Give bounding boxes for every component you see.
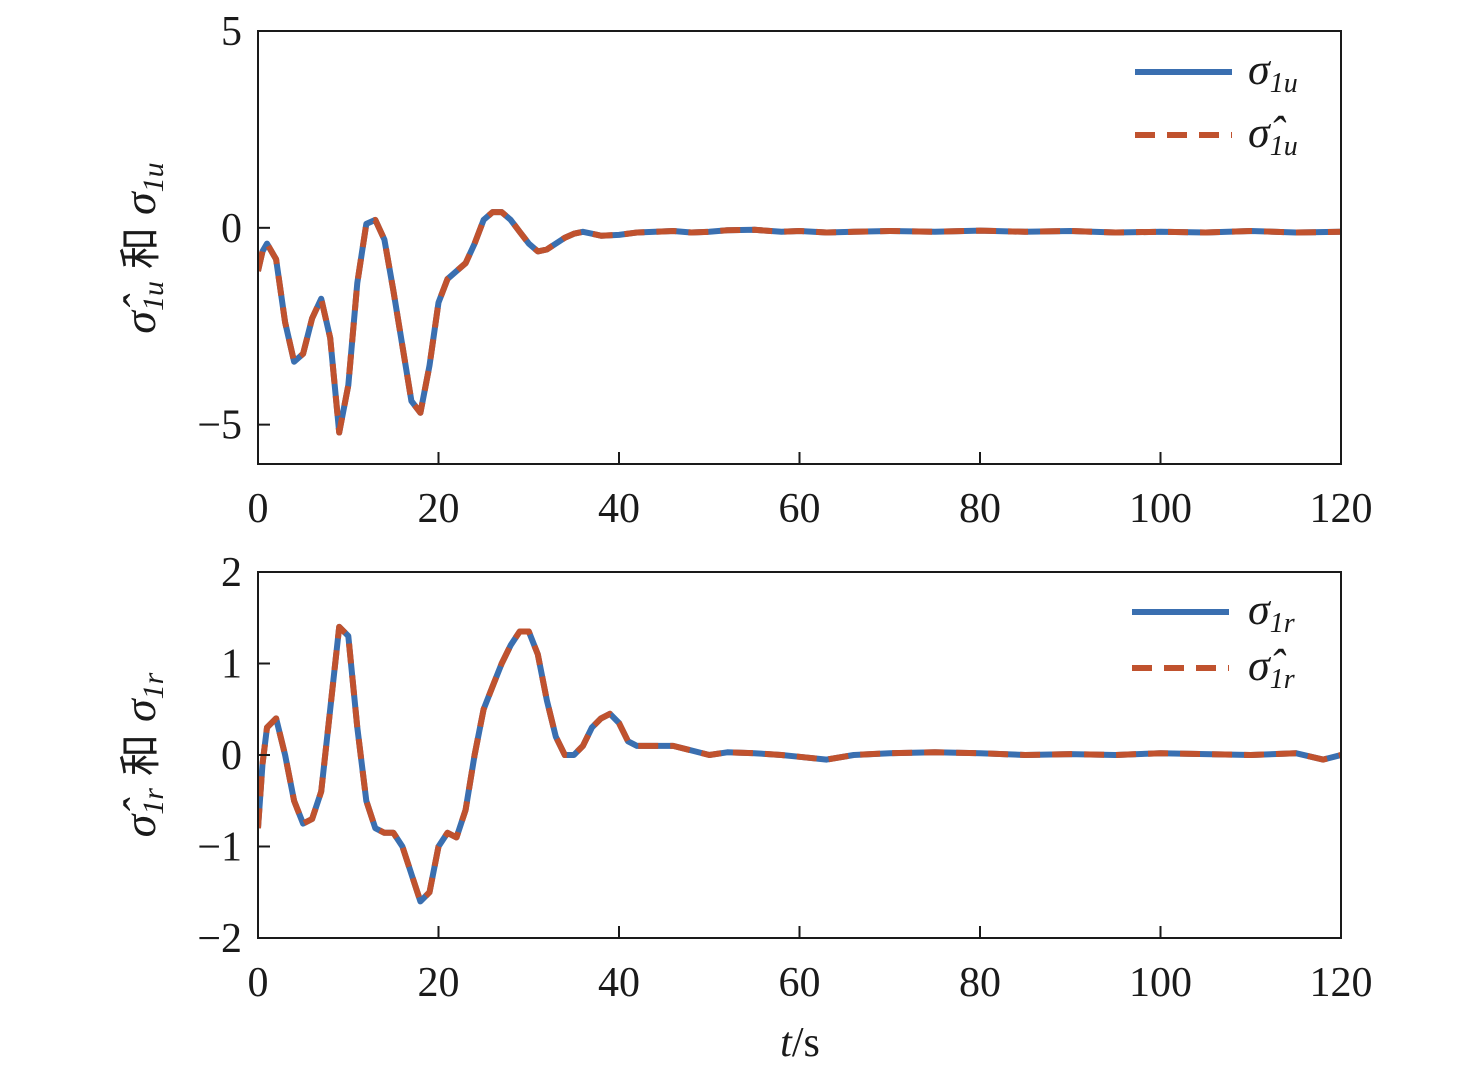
ylabel-bottom: σ̂1r和σ1r [114,672,170,837]
tick-labels-top: 0 20 40 60 80 100 120−505 [197,9,1372,532]
legend-label-top-0: σ1u [1248,45,1298,99]
xtick-label-top-3: 60 [779,486,821,532]
ytick-label-top-1: 0 [221,206,242,252]
series-line-top-actual [258,209,1341,436]
ylabel-bottom-connector: 和 [119,734,165,776]
xlabel-bottom: t/s [780,1020,820,1066]
tick-labels-bottom: 0 20 40 60 80 100 120 −2 −1 0 1 2 [197,550,1372,1006]
legend-label-top-1: σ̂1u [1248,108,1298,162]
ylabel-top-sub: 1u [137,162,170,192]
ytick-label-bottom-0: −2 [197,916,242,962]
xtick-label-top-5: 100 [1129,486,1192,532]
ylabel-bottom-sub: 1r [137,672,170,699]
ylabel-top-connector: 和 [119,227,165,269]
series-line-bottom-estimate [258,623,1341,905]
xtick-label-bottom-5: 100 [1129,960,1192,1006]
plot-area-bottom [258,623,1341,905]
xlabel-var: t [780,1020,793,1066]
ytick-label-bottom-4: 2 [221,550,242,596]
xtick-label-bottom-4: 80 [959,960,1001,1006]
ylabel-bottom-symbol: σ [114,697,165,722]
tick-marks-bottom [257,571,1342,939]
xtick-label-bottom-6: 120 [1310,960,1373,1006]
ytick-label-bottom-2: 0 [221,733,242,779]
ylabel-top-hat-sub: 1u [137,281,170,311]
xtick-label-top-0: 0 [248,486,269,532]
plot-area-top [258,209,1341,436]
xtick-label-bottom-2: 40 [598,960,640,1006]
xtick-label-bottom-1: 20 [418,960,460,1006]
xtick-label-top-4: 80 [959,486,1001,532]
ytick-label-bottom-1: −1 [197,825,242,871]
tick-marks-top [257,30,1342,464]
ytick-label-top-0: −5 [197,403,242,449]
xtick-label-top-2: 40 [598,486,640,532]
legend-label-bottom-0: σ1r [1248,585,1295,639]
ytick-label-bottom-3: 1 [221,642,242,688]
xtick-label-bottom-3: 60 [779,960,821,1006]
ylabel-top: σ̂1u和σ1u [114,162,170,333]
xtick-label-top-6: 120 [1310,486,1373,532]
ytick-label-top-2: 5 [221,9,242,55]
xtick-label-bottom-0: 0 [248,960,269,1006]
ylabel-top-symbol: σ [114,190,165,215]
xtick-label-top-1: 20 [418,486,460,532]
legend-top: σ1u σ̂1u [1135,45,1298,162]
xlabel-unit: /s [792,1020,820,1066]
ylabel-bottom-hat-sub: 1r [137,788,170,815]
legend-label-bottom-1: σ̂1r [1248,641,1295,695]
